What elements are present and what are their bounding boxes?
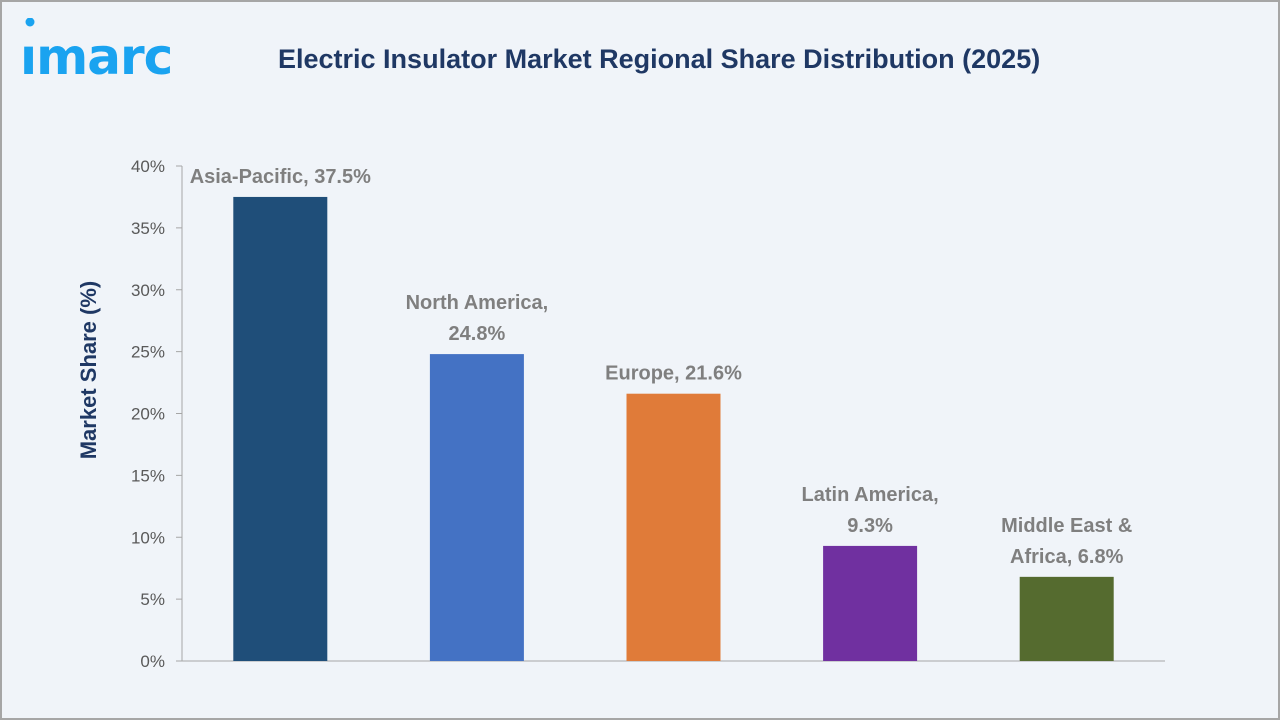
data-label: Africa, 6.8% xyxy=(1010,546,1124,568)
y-tick-label: 25% xyxy=(131,343,165,362)
y-tick-label: 5% xyxy=(140,590,165,609)
y-tick-label: 40% xyxy=(131,157,165,176)
y-tick-label: 30% xyxy=(131,281,165,300)
data-label: 24.8% xyxy=(449,323,506,345)
y-tick-label: 10% xyxy=(131,528,165,547)
y-tick-label: 15% xyxy=(131,466,165,485)
imarc-logo: ımarc xyxy=(20,18,173,86)
bar-middle-east-africa xyxy=(1019,576,1114,661)
data-label: 9.3% xyxy=(847,515,893,537)
y-tick-label: 35% xyxy=(131,219,165,238)
data-label: Middle East & xyxy=(1001,515,1132,537)
data-label: Europe, 21.6% xyxy=(605,363,742,385)
chart-title: Electric Insulator Market Regional Share… xyxy=(278,44,1041,74)
bar-europe xyxy=(626,393,721,661)
data-label: Asia-Pacific, 37.5% xyxy=(190,166,371,188)
y-axis-label: Market Share (%) xyxy=(76,281,101,460)
data-label: North America, xyxy=(406,292,549,314)
y-tick-label: 0% xyxy=(140,652,165,671)
bar-latin-america xyxy=(823,545,918,661)
data-label: Latin America, xyxy=(802,484,939,506)
bar-north-america xyxy=(429,354,524,661)
bar-asia-pacific xyxy=(233,196,328,661)
y-tick-label: 20% xyxy=(131,405,165,424)
svg-text:ımarc: ımarc xyxy=(20,28,172,86)
